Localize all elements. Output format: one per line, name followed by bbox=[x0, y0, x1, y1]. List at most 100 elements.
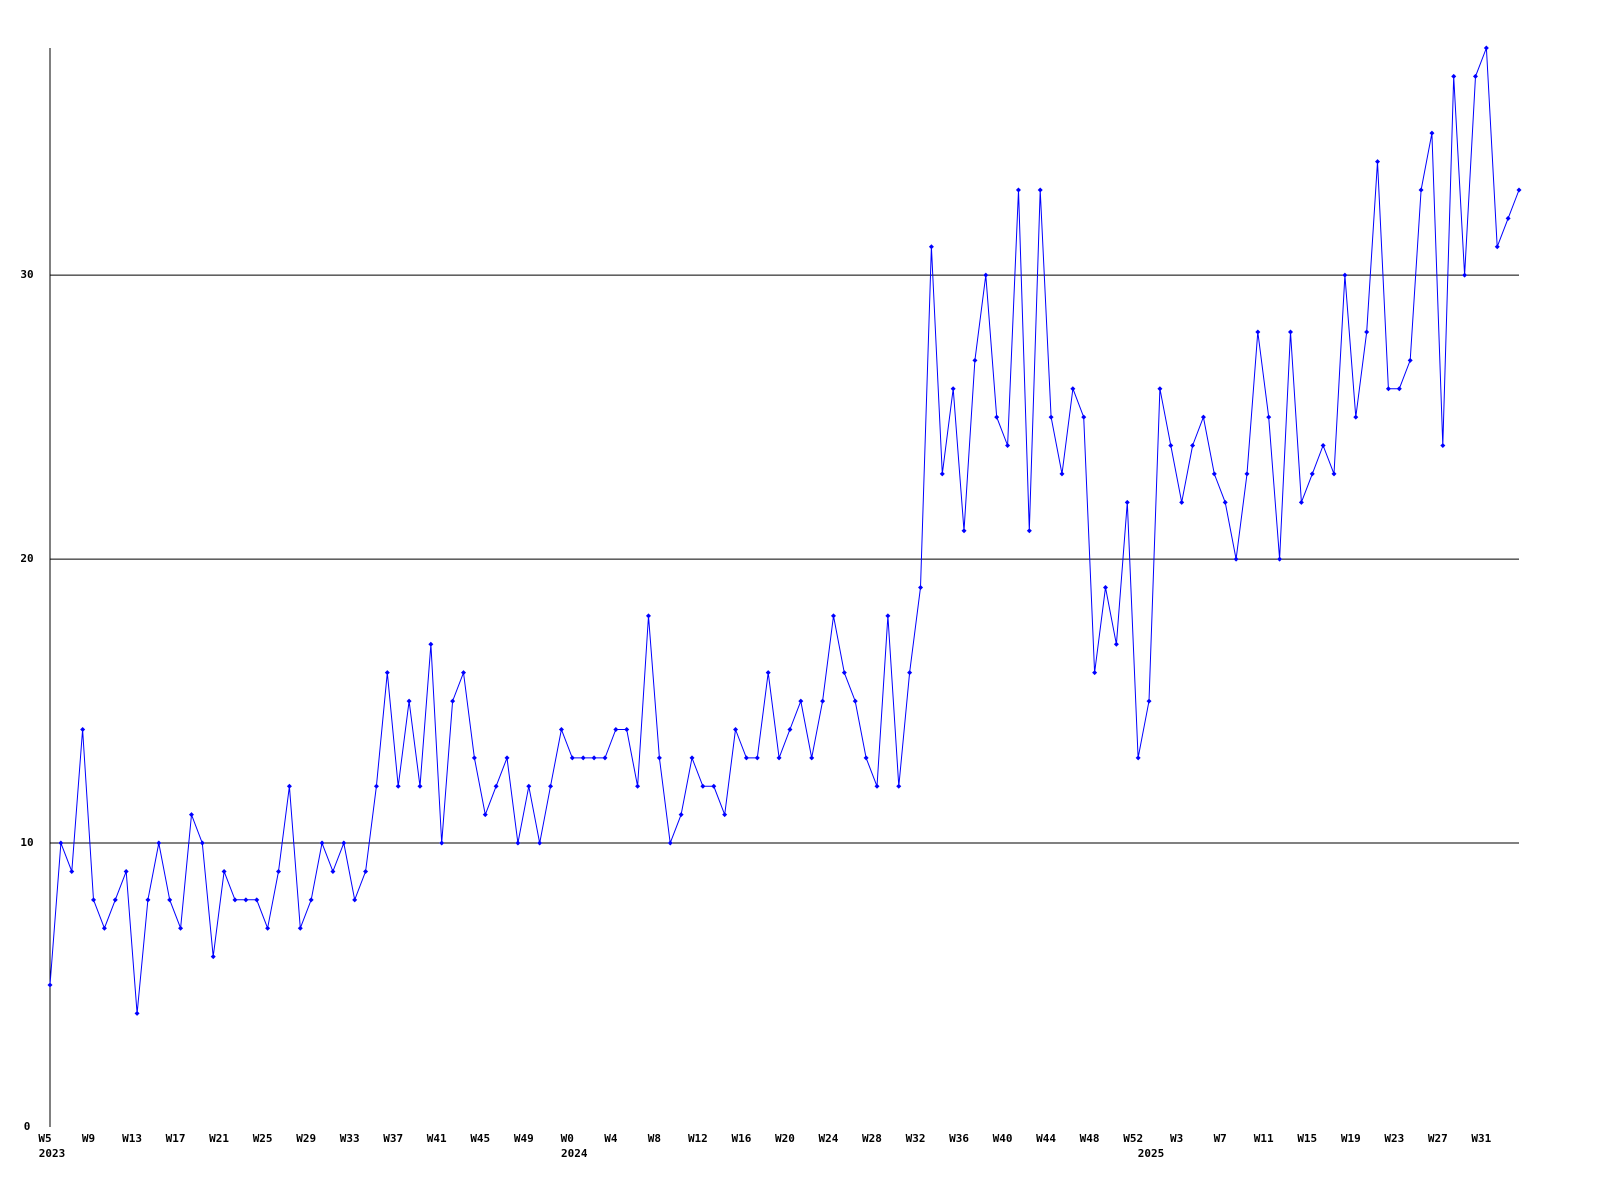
data-point bbox=[569, 755, 575, 761]
data-point bbox=[1494, 244, 1500, 250]
data-point bbox=[635, 783, 641, 789]
x-tick-label: W49 bbox=[514, 1132, 534, 1145]
data-point bbox=[591, 755, 597, 761]
data-point bbox=[1048, 414, 1054, 420]
data-point bbox=[210, 954, 216, 960]
data-point bbox=[265, 925, 271, 931]
data-point bbox=[1266, 414, 1272, 420]
data-point bbox=[123, 868, 129, 874]
x-tick-label: W41 bbox=[427, 1132, 447, 1145]
data-point bbox=[624, 726, 630, 732]
data-point bbox=[1135, 755, 1141, 761]
data-point bbox=[1070, 386, 1076, 392]
data-point bbox=[482, 812, 488, 818]
data-point bbox=[852, 698, 858, 704]
data-point bbox=[417, 783, 423, 789]
data-point bbox=[1287, 329, 1293, 335]
data-point bbox=[1103, 585, 1109, 590]
x-tick-label: W45 bbox=[470, 1132, 490, 1145]
x-tick-label: W19 bbox=[1341, 1132, 1361, 1145]
data-point bbox=[493, 783, 499, 789]
x-tick-label: W24 bbox=[819, 1132, 839, 1145]
x-year-label: 2024 bbox=[561, 1147, 588, 1160]
x-year-label: 2023 bbox=[39, 1147, 66, 1160]
data-point bbox=[1516, 187, 1522, 193]
data-point bbox=[1037, 187, 1043, 193]
data-point bbox=[1081, 414, 1087, 420]
data-point bbox=[874, 783, 880, 789]
x-tick-label: W5 bbox=[38, 1132, 51, 1145]
x-tick-label: W13 bbox=[122, 1132, 142, 1145]
data-point bbox=[1342, 272, 1348, 278]
data-point bbox=[830, 613, 836, 619]
data-point bbox=[1331, 471, 1337, 477]
data-point bbox=[1059, 471, 1065, 477]
data-point bbox=[1277, 556, 1283, 562]
data-point bbox=[1418, 187, 1424, 193]
x-tick-label: W16 bbox=[731, 1132, 751, 1145]
data-point bbox=[1146, 698, 1152, 704]
data-point bbox=[112, 897, 118, 903]
data-point bbox=[395, 783, 401, 789]
data-point bbox=[221, 868, 227, 874]
x-tick-label: W44 bbox=[1036, 1132, 1056, 1145]
y-tick-label: 10 bbox=[20, 836, 33, 849]
data-point bbox=[711, 783, 717, 789]
x-tick-label: W12 bbox=[688, 1132, 708, 1145]
y-tick-label: 30 bbox=[20, 268, 33, 281]
x-tick-label: W29 bbox=[296, 1132, 316, 1145]
data-point bbox=[1190, 443, 1196, 449]
data-point bbox=[1168, 443, 1174, 449]
data-point bbox=[939, 471, 945, 477]
data-point bbox=[885, 613, 891, 619]
x-tick-label: W7 bbox=[1214, 1132, 1227, 1145]
data-point bbox=[743, 755, 749, 761]
data-point bbox=[1396, 386, 1402, 392]
data-point bbox=[1353, 414, 1359, 420]
data-point bbox=[1200, 414, 1206, 420]
data-point bbox=[1407, 357, 1413, 363]
data-point bbox=[428, 641, 434, 647]
data-point bbox=[504, 755, 510, 761]
x-year-label: 2025 bbox=[1138, 1147, 1165, 1160]
x-tick-label: W20 bbox=[775, 1132, 795, 1145]
data-point bbox=[134, 1010, 140, 1016]
data-point bbox=[1015, 187, 1021, 193]
x-tick-label: W52 bbox=[1123, 1132, 1143, 1145]
data-point bbox=[515, 840, 521, 846]
data-point bbox=[1375, 159, 1381, 165]
x-tick-label: W28 bbox=[862, 1132, 882, 1145]
data-point bbox=[406, 698, 412, 704]
data-point bbox=[820, 698, 826, 704]
data-point bbox=[1005, 443, 1011, 449]
data-point bbox=[798, 698, 804, 704]
data-point bbox=[450, 698, 456, 704]
data-point bbox=[918, 585, 924, 590]
data-point bbox=[1505, 215, 1511, 221]
data-point bbox=[907, 670, 913, 676]
data-point bbox=[341, 840, 347, 846]
data-point bbox=[471, 755, 477, 761]
data-point bbox=[1092, 670, 1098, 676]
x-tick-label: W37 bbox=[383, 1132, 403, 1145]
x-tick-label: W17 bbox=[166, 1132, 186, 1145]
data-point bbox=[1462, 272, 1468, 278]
data-point bbox=[156, 840, 162, 846]
data-point bbox=[656, 755, 662, 761]
data-point bbox=[961, 528, 967, 534]
data-point bbox=[1483, 45, 1489, 51]
data-point bbox=[1026, 528, 1032, 534]
data-point bbox=[308, 897, 314, 903]
data-point bbox=[439, 840, 445, 846]
data-point bbox=[863, 755, 869, 761]
data-point bbox=[145, 897, 151, 903]
data-point bbox=[460, 670, 466, 676]
data-point bbox=[602, 755, 608, 761]
data-point bbox=[678, 812, 684, 818]
data-point bbox=[297, 925, 303, 931]
x-tick-label: W23 bbox=[1384, 1132, 1404, 1145]
y-tick-label: 0 bbox=[24, 1120, 31, 1133]
y-tick-label: 20 bbox=[20, 552, 33, 565]
data-point bbox=[1298, 499, 1304, 505]
